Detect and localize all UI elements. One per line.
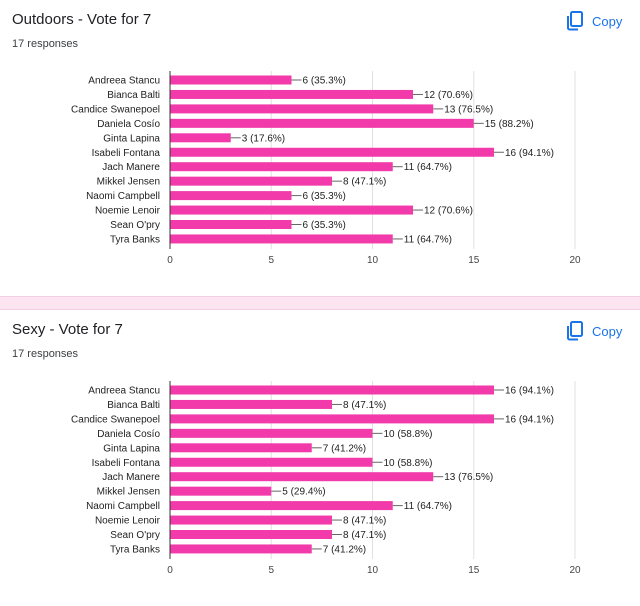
bar-chart-outdoors: 0 5 10 15 20 Andreea Stancu 6 (35.3%) Bianca Ba…: [71, 71, 581, 266]
question-card-sexy: Sexy - Vote for 7 17 responses Copy 0 5 10…: [0, 310, 640, 606]
copy-icon: [566, 11, 584, 31]
bar: [170, 486, 272, 496]
data-label: 12 (70.6%): [424, 90, 473, 101]
data-label: 13 (76.5%): [444, 104, 493, 115]
question-card-outdoors: Outdoors - Vote for 7 17 responses Copy …: [0, 0, 640, 296]
bar-chart-sexy: 0 5 10 15 20 Andreea Stancu 16 (94.1%) Bianca B…: [71, 381, 581, 576]
bar: [170, 428, 373, 438]
data-label: 6 (35.3%): [303, 220, 346, 231]
category-label: Tyra Banks: [110, 544, 160, 555]
category-label: Isabeli Fontana: [92, 148, 161, 159]
bar: [170, 220, 292, 229]
data-label: 16 (94.1%): [505, 148, 554, 159]
bar: [170, 162, 393, 172]
bar: [170, 385, 494, 395]
copy-label: Copy: [592, 323, 623, 339]
category-label: Noemie Lenoir: [95, 516, 161, 527]
data-label: 15 (88.2%): [485, 119, 534, 130]
category-label: Jach Manere: [102, 162, 160, 173]
category-label: Mikkel Jensen: [97, 487, 160, 498]
data-label: 6 (35.3%): [303, 76, 346, 87]
x-tick-label: 20: [569, 255, 581, 266]
bar: [170, 515, 332, 525]
bar: [170, 501, 393, 511]
category-label: Naomi Campbell: [86, 191, 160, 202]
copy-icon: [566, 321, 584, 341]
bar: [170, 205, 413, 215]
x-tick-label: 15: [468, 255, 480, 266]
category-label: Tyra Banks: [110, 234, 160, 245]
data-label: 16 (94.1%): [505, 386, 554, 397]
bar: [170, 118, 474, 128]
category-label: Bianca Balti: [107, 90, 160, 101]
data-label: 11 (64.7%): [404, 234, 452, 245]
category-label: Candice Swanepoel: [71, 414, 160, 425]
data-label: 7 (41.2%): [323, 544, 366, 555]
category-label: Noemie Lenoir: [95, 206, 161, 217]
data-label: 3 (17.6%): [242, 133, 285, 144]
bar: [170, 89, 413, 99]
question-title: Outdoors - Vote for 7: [12, 11, 152, 28]
bar: [170, 133, 231, 143]
category-label: Daniela Cosío: [97, 119, 160, 130]
copy-label: Copy: [592, 13, 623, 29]
category-label: Naomi Campbell: [86, 501, 160, 512]
category-label: Ginta Lapina: [103, 443, 160, 454]
question-title: Sexy - Vote for 7: [12, 321, 123, 338]
bar: [170, 414, 494, 424]
data-label: 8 (47.1%): [343, 530, 386, 541]
data-label: 10 (58.8%): [384, 458, 433, 469]
data-label: 6 (35.3%): [303, 191, 346, 202]
category-label: Mikkel Jensen: [97, 177, 160, 188]
data-label: 8 (47.1%): [343, 177, 386, 188]
x-tick-label: 20: [569, 565, 581, 576]
data-label: 8 (47.1%): [343, 400, 386, 411]
bar: [170, 234, 393, 244]
category-label: Ginta Lapina: [103, 133, 160, 144]
bar: [170, 457, 373, 467]
x-tick-label: 10: [367, 565, 379, 576]
x-tick-label: 15: [468, 565, 480, 576]
data-label: 11 (64.7%): [404, 162, 452, 173]
x-tick-label: 10: [367, 255, 379, 266]
category-label: Sean O'pry: [110, 220, 160, 231]
bar: [170, 544, 312, 554]
data-label: 8 (47.1%): [343, 516, 386, 527]
x-tick-label: 0: [167, 255, 173, 266]
data-label: 16 (94.1%): [505, 414, 554, 425]
data-label: 10 (58.8%): [384, 429, 433, 440]
bar: [170, 191, 292, 201]
x-tick-label: 5: [268, 565, 274, 576]
bar: [170, 472, 434, 482]
x-tick-label: 5: [268, 255, 274, 266]
bar: [170, 147, 494, 157]
copy-button[interactable]: Copy: [566, 319, 622, 343]
category-label: Bianca Balti: [107, 400, 160, 411]
bar: [170, 176, 332, 186]
response-count: 17 responses: [12, 38, 79, 50]
data-label: 13 (76.5%): [444, 472, 493, 483]
category-label: Jach Manere: [102, 472, 160, 483]
category-label: Candice Swanepoel: [71, 104, 160, 115]
category-label: Andreea Stancu: [88, 76, 160, 87]
copy-button[interactable]: Copy: [566, 9, 622, 33]
category-label: Andreea Stancu: [88, 386, 160, 397]
category-label: Sean O'pry: [110, 530, 160, 541]
bar: [170, 75, 292, 85]
response-count: 17 responses: [12, 348, 79, 360]
x-tick-label: 0: [167, 565, 173, 576]
data-label: 11 (64.7%): [404, 501, 452, 512]
category-label: Isabeli Fontana: [92, 458, 161, 469]
category-label: Daniela Cosío: [97, 429, 160, 440]
bar: [170, 104, 434, 114]
bar: [170, 399, 332, 409]
bar: [170, 443, 312, 453]
section-divider: [0, 296, 640, 310]
data-label: 12 (70.6%): [424, 206, 473, 217]
data-label: 5 (29.4%): [282, 487, 325, 498]
data-label: 7 (41.2%): [323, 443, 366, 454]
bar: [170, 530, 332, 539]
